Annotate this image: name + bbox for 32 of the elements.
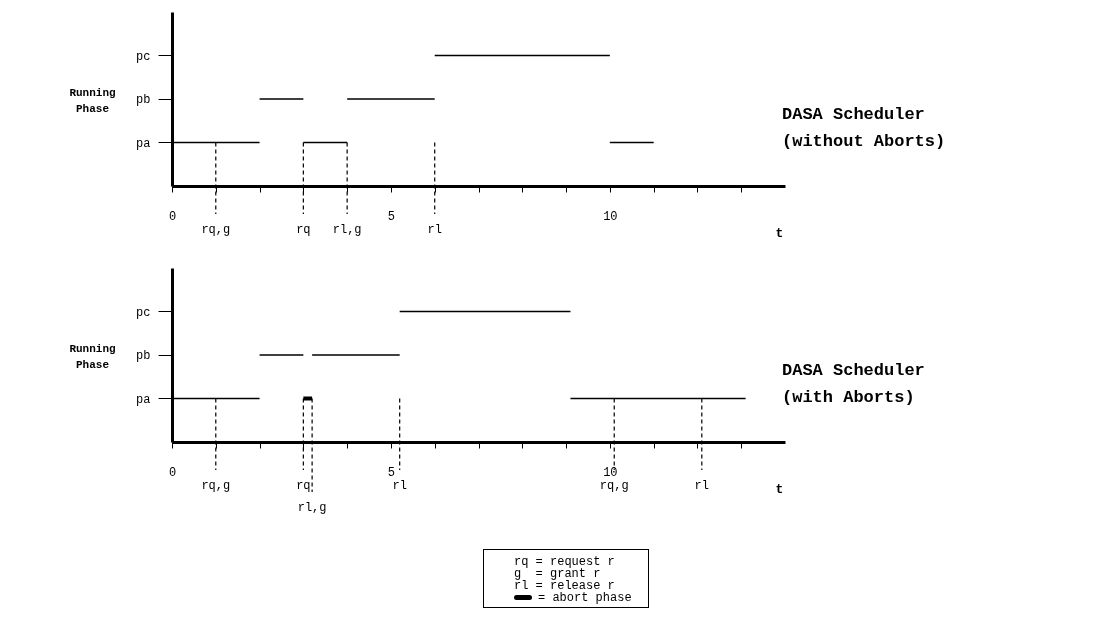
x-axis-title: t bbox=[775, 481, 784, 497]
x-tick-label: 5 bbox=[387, 209, 396, 224]
x-tick-label: 10 bbox=[603, 209, 618, 224]
ref-line-label: rq bbox=[296, 223, 311, 237]
ref-line-label: rq bbox=[296, 479, 311, 493]
ref-line-label: rl bbox=[694, 479, 710, 493]
text: DASA Scheduler bbox=[782, 361, 925, 380]
y-tick-label: pa bbox=[136, 136, 151, 151]
text: (without Aborts) bbox=[782, 132, 946, 151]
y-tick-label: pc bbox=[136, 305, 151, 320]
x-tick-label: 0 bbox=[168, 465, 177, 480]
ref-line-label: rl bbox=[427, 223, 442, 237]
ref-line-label: rl,g bbox=[297, 501, 327, 515]
y-tick-label: pa bbox=[136, 392, 151, 407]
text: (with Aborts) bbox=[782, 388, 915, 407]
x-tick-label: 10 bbox=[603, 465, 618, 480]
ref-line-label: rl,g bbox=[332, 223, 362, 237]
ref-line-label: rl bbox=[392, 479, 407, 493]
y-axis-title: Running Phase bbox=[69, 342, 116, 371]
x-axis-title: t bbox=[775, 225, 784, 241]
x-tick-label: 0 bbox=[168, 209, 177, 224]
y-tick-label: pc bbox=[136, 49, 151, 64]
ref-line-label: rq,g bbox=[599, 479, 629, 493]
x-tick-label: 5 bbox=[387, 465, 396, 480]
y-tick-label: pb bbox=[136, 349, 151, 363]
legend-box: rq = request r g = grant r rl = release r = abort phase bbox=[483, 549, 649, 608]
ref-line-label: rq,g bbox=[201, 479, 231, 493]
y-tick-label: pb bbox=[136, 93, 151, 107]
y-axis-title: Running Phase bbox=[69, 86, 116, 115]
ref-line-label: rq,g bbox=[201, 223, 231, 237]
text: DASA Scheduler bbox=[782, 105, 925, 124]
legend-label: = abort phase bbox=[537, 591, 632, 605]
